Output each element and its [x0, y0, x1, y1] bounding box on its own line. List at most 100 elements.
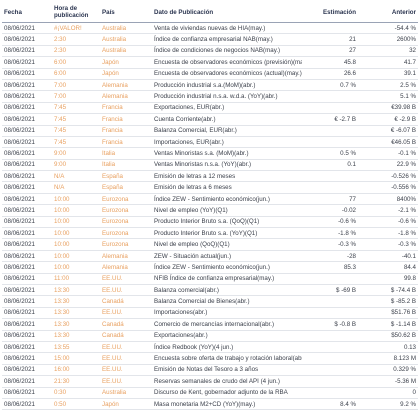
table-body: 08/06/2021 #¡VALOR! Australia Venta de vivi… — [2, 22, 418, 411]
table-cell: 08/06/2021 — [2, 159, 52, 172]
table-cell: Japón — [100, 68, 152, 80]
table-cell: 08/06/2021 — [2, 125, 52, 137]
table-row: 08/06/2021 2:30 Australia Índice de confian… — [2, 33, 418, 46]
table-row: 08/06/2021 13:30 Canadá Comercio de mercanc… — [2, 318, 418, 331]
table-cell: 13:30 — [52, 307, 100, 320]
table-cell: Importaciones(abr.) — [152, 307, 302, 320]
table-cell: Eurozona — [100, 227, 152, 240]
table-cell: 08/06/2021 — [2, 398, 52, 411]
table-cell: Canadá — [100, 330, 152, 342]
calendar-table: Fecha Hora de publicación País Dato de Publ… — [2, 2, 418, 411]
table-cell: 0.1 — [302, 159, 358, 172]
table-cell: Producto Interior Bruto s.a. (YoY)(Q1) — [152, 227, 302, 240]
table-cell: 2:30 — [52, 45, 100, 58]
table-cell: 0.7 % — [302, 79, 358, 92]
table-cell: $50.62 B — [358, 330, 418, 342]
table-row: 08/06/2021 2:30 Australia Índice de condici… — [2, 45, 418, 58]
table-cell: 08/06/2021 — [2, 387, 52, 399]
table-cell: 8.123 M — [358, 352, 418, 365]
table-cell: $ -85.2 B — [358, 295, 418, 308]
table-cell: Producto Interior Bruto s.a. (QoQ)(Q1) — [152, 216, 302, 229]
table-cell: Índice Redbook (YoY)(4 jun.) — [152, 341, 302, 354]
table-cell: 10:00 — [52, 238, 100, 251]
table-cell: Índice ZEW - Sentimiento económico(jun.) — [152, 261, 302, 274]
table-cell: 08/06/2021 — [2, 68, 52, 80]
table-cell: 11:00 — [52, 273, 100, 286]
table-cell: 08/06/2021 — [2, 79, 52, 92]
table-cell: 08/06/2021 — [2, 352, 52, 365]
table-cell: Balanza comercial(abr.) — [152, 284, 302, 297]
table-cell: -0.526 % — [358, 170, 418, 183]
table-row: 08/06/2021 10:00 Eurozona Producto Interior… — [2, 216, 418, 229]
empty-cell — [302, 170, 358, 183]
table-cell: EE.UU. — [100, 352, 152, 365]
table-cell: 32 — [358, 45, 418, 58]
table-cell: 13:30 — [52, 295, 100, 308]
table-cell: EE.UU. — [100, 307, 152, 320]
table-cell: 99.8 — [358, 273, 418, 286]
table-cell: 08/06/2021 — [2, 375, 52, 388]
table-cell: 08/06/2021 — [2, 261, 52, 274]
table-row: 08/06/2021 10:00 Alemania Índice ZEW - Sent… — [2, 261, 418, 274]
table-row: 08/06/2021 7:45 Francia Cuenta Corriente(ab… — [2, 113, 418, 126]
table-row: 08/06/2021 10:00 Eurozona Índice ZEW - Sent… — [2, 193, 418, 206]
table-cell: Francia — [100, 102, 152, 115]
column-header: Estimación — [302, 2, 358, 23]
table-cell: 39.1 — [358, 68, 418, 80]
table-row: 08/06/2021 7:00 Alemania Producción industr… — [2, 79, 418, 92]
table-cell: 7:45 — [52, 136, 100, 149]
empty-cell — [302, 387, 358, 399]
table-row: 08/06/2021 10:00 Alemania ZEW - Situación a… — [2, 250, 418, 263]
table-cell: 08/06/2021 — [2, 238, 52, 251]
table-cell: -0.3 % — [302, 238, 358, 251]
table-cell: Comercio de mercancías internacional(abr… — [152, 318, 302, 331]
table-cell: EE.UU. — [100, 375, 152, 388]
table-cell: 10:00 — [52, 216, 100, 229]
table-cell: 6:00 — [52, 56, 100, 69]
column-header: País — [100, 2, 152, 23]
table-cell: EE.UU. — [100, 341, 152, 354]
table-cell: 16:00 — [52, 364, 100, 377]
table-cell: 27 — [302, 45, 358, 58]
table-cell: 08/06/2021 — [2, 136, 52, 149]
table-cell: Venta de viviendas nuevas de HIA(may.) — [152, 22, 302, 35]
table-row: 08/06/2021 #¡VALOR! Australia Venta de vivi… — [2, 22, 418, 35]
table-row: 08/06/2021 13:30 EE.UU. Importaciones(abr.)… — [2, 307, 418, 320]
table-cell: Francia — [100, 136, 152, 149]
table-cell: 0:30 — [52, 387, 100, 399]
table-cell: Francia — [100, 125, 152, 137]
table-cell: 08/06/2021 — [2, 181, 52, 194]
table-cell: Encuesta de observadores económicos (pre… — [152, 56, 302, 69]
table-cell: Exportaciones, EUR(abr.) — [152, 102, 302, 115]
table-cell: 08/06/2021 — [2, 204, 52, 217]
table-cell: ZEW - Situación actual(jun.) — [152, 250, 302, 263]
table-cell: -5.36 M — [358, 375, 418, 388]
table-row: 08/06/2021 13:30 Canadá Exportaciones(abr.)… — [2, 330, 418, 342]
table-cell: 7:00 — [52, 90, 100, 103]
empty-cell — [302, 181, 358, 194]
table-cell: Italia — [100, 159, 152, 172]
table-cell: 08/06/2021 — [2, 295, 52, 308]
table-row: 08/06/2021 10:00 Eurozona Producto Interior… — [2, 227, 418, 240]
table-row: 08/06/2021 7:45 Francia Importaciones, EUR(… — [2, 136, 418, 149]
table-cell: € -6.07 B — [358, 125, 418, 137]
table-row: 08/06/2021 7:00 Alemania Producción industr… — [2, 90, 418, 103]
table-cell: 08/06/2021 — [2, 170, 52, 183]
table-row: 08/06/2021 6:00 Japón Encuesta de observado… — [2, 56, 418, 69]
table-cell: Índice de confianza empresarial NAB(may.… — [152, 33, 302, 46]
table-cell: -2.1 % — [358, 204, 418, 217]
table-cell: 08/06/2021 — [2, 22, 52, 35]
table-cell: 0 — [358, 387, 418, 399]
table-row: 08/06/2021 N/A España Emisión de letras a 6… — [2, 181, 418, 194]
table-cell: Balanza Comercial, EUR(abr.) — [152, 125, 302, 137]
table-cell: Nivel de empleo (QoQ)(Q1) — [152, 238, 302, 251]
table-cell: Alemania — [100, 261, 152, 274]
table-cell: $ -74.4 B — [358, 284, 418, 297]
table-cell: Balanza Comercial de Bienes(abr.) — [152, 295, 302, 308]
table-cell: 08/06/2021 — [2, 307, 52, 320]
table-cell: Encuesta de observadores económicos (act… — [152, 68, 302, 80]
table-cell: 85.3 — [302, 261, 358, 274]
table-cell: Ventas Minoristas s.a. (MoM)(abr.) — [152, 147, 302, 160]
column-header: Fecha — [2, 2, 52, 23]
empty-cell — [302, 295, 358, 308]
